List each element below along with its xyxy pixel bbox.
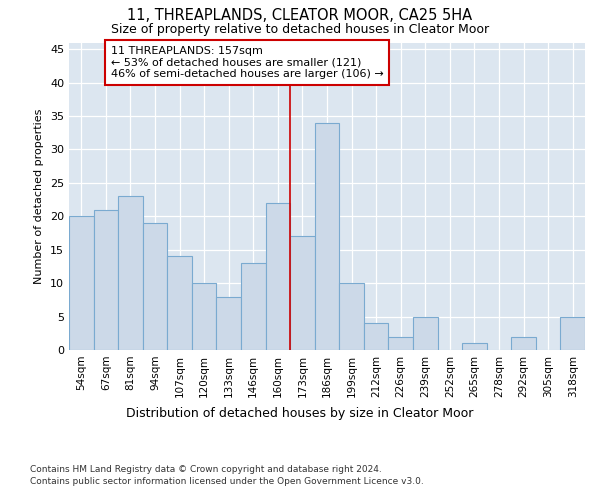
Bar (167, 256, 192, 350)
Bar (462, 344, 487, 350)
Text: Size of property relative to detached houses in Cleator Moor: Size of property relative to detached ho… (111, 22, 489, 36)
Bar (266, 203, 290, 350)
Bar (69, 216, 94, 350)
Bar (315, 122, 339, 350)
Bar (192, 283, 217, 350)
Bar (339, 283, 364, 350)
Text: Contains public sector information licensed under the Open Government Licence v3: Contains public sector information licen… (30, 478, 424, 486)
Bar (118, 196, 143, 350)
Bar (217, 296, 241, 350)
Bar (241, 263, 266, 350)
Text: 11, THREAPLANDS, CLEATOR MOOR, CA25 5HA: 11, THREAPLANDS, CLEATOR MOOR, CA25 5HA (127, 8, 473, 22)
Bar (560, 316, 585, 350)
Bar (143, 223, 167, 350)
Bar (413, 316, 437, 350)
Bar (290, 236, 315, 350)
Bar (94, 210, 118, 350)
Text: Contains HM Land Registry data © Crown copyright and database right 2024.: Contains HM Land Registry data © Crown c… (30, 465, 382, 474)
Y-axis label: Number of detached properties: Number of detached properties (34, 108, 44, 284)
Text: Distribution of detached houses by size in Cleator Moor: Distribution of detached houses by size … (127, 408, 473, 420)
Bar (388, 336, 413, 350)
Bar (364, 324, 388, 350)
Bar (511, 336, 536, 350)
Text: 11 THREAPLANDS: 157sqm
← 53% of detached houses are smaller (121)
46% of semi-de: 11 THREAPLANDS: 157sqm ← 53% of detached… (111, 46, 383, 79)
